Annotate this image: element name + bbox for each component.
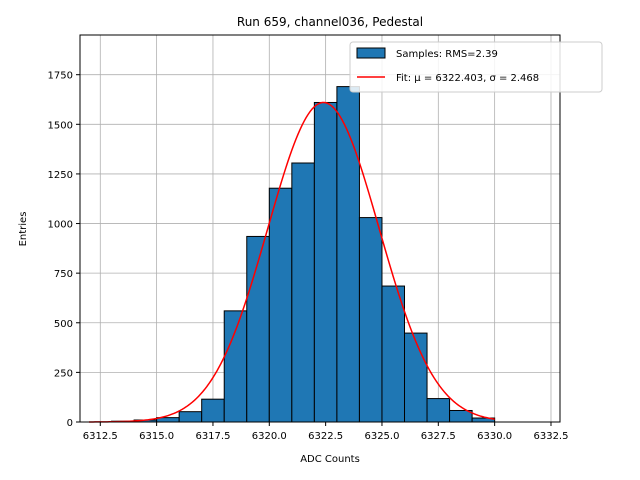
x-tick-label: 6320.0 — [252, 431, 287, 442]
y-tick-label: 1750 — [48, 71, 73, 82]
histogram-bars — [111, 86, 496, 423]
y-tick-label: 750 — [54, 269, 73, 280]
histogram-bar — [201, 398, 225, 423]
y-axis-label: Entries — [18, 212, 29, 247]
y-tick-label: 0 — [67, 418, 73, 429]
histogram-bar — [291, 162, 315, 423]
x-tick-label: 6315.0 — [139, 431, 174, 442]
legend: Samples: RMS=2.39 Fit: μ = 6322.403, σ =… — [349, 41, 603, 93]
y-tick-label: 1500 — [48, 120, 73, 131]
legend-fit-label: Fit: μ = 6322.403, σ = 2.468 — [396, 73, 539, 84]
x-tick-label: 6317.5 — [195, 431, 230, 442]
histogram-bar — [223, 310, 248, 423]
x-tick-label: 6312.5 — [83, 431, 118, 442]
histogram-bar — [178, 411, 203, 423]
plot-frame — [79, 34, 561, 423]
fit-curve — [89, 101, 495, 423]
legend-box — [349, 41, 603, 93]
x-tick-label: 6332.5 — [533, 431, 568, 442]
histogram-bar — [268, 187, 293, 423]
histogram-bar — [336, 86, 360, 423]
histogram-bar — [426, 398, 451, 423]
x-tick-label: 6322.5 — [308, 431, 343, 442]
histogram-bar — [358, 217, 383, 423]
chart-title: Run 659, channel036, Pedestal — [237, 15, 423, 29]
x-tick-label: 6325.0 — [364, 431, 399, 442]
legend-histogram-swatch — [356, 47, 386, 59]
x-tick-label: 6330.0 — [477, 431, 512, 442]
y-tick-label: 1250 — [48, 170, 73, 181]
y-tick-label: 500 — [54, 319, 73, 330]
x-tick-label: 6327.5 — [421, 431, 456, 442]
legend-histogram-label: Samples: RMS=2.39 — [396, 49, 498, 60]
histogram-bar — [404, 332, 428, 423]
histogram-bar — [313, 101, 338, 423]
histogram-bar — [381, 285, 406, 423]
x-axis-ticks: 6312.5 6315.0 6317.5 6320.0 6322.5 6325.0 6327… — [83, 422, 568, 442]
y-tick-label: 250 — [54, 368, 73, 379]
y-tick-label: 1000 — [48, 220, 73, 231]
x-axis-label: ADC Counts — [300, 454, 360, 465]
y-axis-ticks: 0 250 500 750 1000 1250 1500 1750 — [48, 71, 80, 429]
